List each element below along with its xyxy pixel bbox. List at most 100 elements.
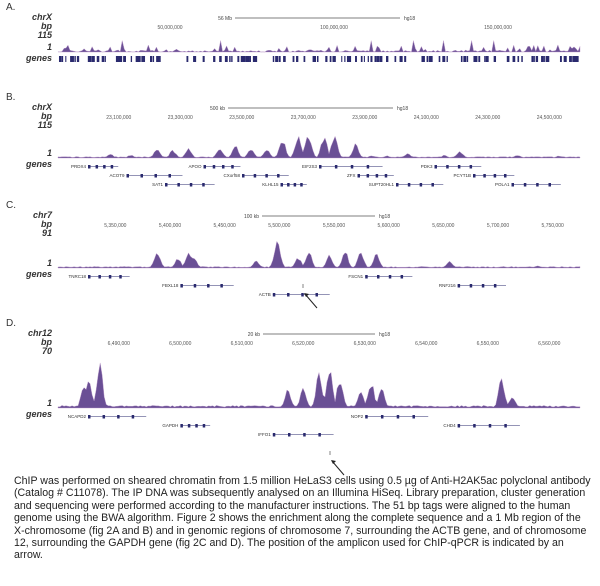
gene-exon <box>180 284 183 288</box>
gene-exon <box>431 183 434 187</box>
gene-mark <box>404 56 407 62</box>
gene-mark <box>374 56 377 62</box>
gene-name: FSCN1 <box>348 274 363 279</box>
gene-exon <box>446 165 449 169</box>
gene-mark <box>130 56 133 62</box>
gene-exon <box>207 284 210 288</box>
gene-name: EIF2S3 <box>302 164 318 169</box>
gene-name: GAPDH <box>162 423 178 428</box>
gene-name: ACOT9 <box>109 173 125 178</box>
tick-label: 6,550,000 <box>477 341 499 347</box>
gene-exon <box>287 183 290 187</box>
gene-mark <box>399 56 402 62</box>
tick-label: 6,520,000 <box>292 341 314 347</box>
assembly-label: hg18 <box>379 332 390 338</box>
tick-label: 23,300,000 <box>168 115 193 121</box>
gene-exon <box>231 165 234 169</box>
gene-mark <box>341 56 343 62</box>
gene-exon <box>277 174 280 178</box>
gene-mark <box>575 56 579 62</box>
gene-mark <box>150 56 153 62</box>
gene-exon <box>88 275 91 279</box>
ymax-label: 91 <box>42 228 52 238</box>
gene-exon <box>272 433 276 437</box>
gene-mark <box>465 56 467 62</box>
tick-label: 6,490,000 <box>108 341 130 347</box>
tick-label: 23,100,000 <box>106 115 131 121</box>
gene-exon <box>493 284 497 288</box>
panel-label: C. <box>6 200 16 211</box>
gene-mark <box>242 56 245 62</box>
gene-mark <box>74 56 76 62</box>
gene-exon <box>180 424 183 428</box>
gene-exon <box>357 174 360 178</box>
gene-exon <box>189 183 193 187</box>
tick-label: 5,750,000 <box>542 223 564 229</box>
figure-caption: ChIP was performed on sheared chromatin … <box>14 475 591 562</box>
gene-exon <box>488 424 492 428</box>
gene-exon <box>483 174 486 178</box>
gene-mark <box>193 56 197 62</box>
gene-name: NOP2 <box>351 414 364 419</box>
gene-mark <box>493 56 497 62</box>
gene-mark <box>348 56 352 62</box>
gene-mark <box>485 56 489 62</box>
gene-exon <box>434 165 437 169</box>
gene-exon <box>523 183 527 187</box>
gene-exon <box>265 174 268 178</box>
gene-mark <box>118 56 121 62</box>
panel-label: A. <box>6 2 16 13</box>
gene-mark <box>70 56 73 62</box>
gene-mark <box>71 56 74 62</box>
gene-mark <box>512 56 515 62</box>
tick-label: 5,350,000 <box>104 223 126 229</box>
gene-mark <box>186 56 189 62</box>
gene-mark <box>363 56 365 62</box>
tick-label: 5,700,000 <box>487 223 509 229</box>
gene-exon <box>412 415 415 419</box>
gene-mark <box>574 56 577 62</box>
gene-mark <box>255 56 258 62</box>
gene-mark <box>370 56 373 62</box>
gene-mark <box>473 56 476 62</box>
ymax-label: 70 <box>42 346 52 356</box>
gene-exon <box>511 183 514 187</box>
gene-mark <box>303 56 306 62</box>
gene-mark <box>543 56 545 62</box>
gene-mark <box>102 56 105 62</box>
gene-mark <box>237 56 240 62</box>
assembly-label: hg18 <box>397 106 408 112</box>
tick-label: 23,500,000 <box>229 115 254 121</box>
gene-mark <box>521 56 523 62</box>
gene-exon <box>301 293 304 297</box>
arrow-icon <box>331 460 345 476</box>
gene-exon <box>318 433 321 437</box>
panel-label: B. <box>6 92 16 103</box>
scale-label: 56 Mb <box>218 16 232 22</box>
gene-mark <box>202 56 205 62</box>
gene-exon <box>380 415 384 419</box>
gene-exon <box>88 165 91 169</box>
gene-exon <box>536 183 539 187</box>
gene-exon <box>396 183 399 187</box>
gene-mark <box>546 56 550 62</box>
gene-exon <box>350 165 354 169</box>
unit-label: bp <box>41 219 52 229</box>
signal-area <box>57 240 581 269</box>
gene-name: CHD4 <box>443 423 456 428</box>
gene-exon <box>287 433 291 437</box>
gene-mark <box>484 56 486 62</box>
gene-exon <box>315 293 318 297</box>
gene-mark <box>569 56 572 62</box>
gene-exon <box>212 165 216 169</box>
tick-label: 24,500,000 <box>537 115 562 121</box>
gene-name: POLA1 <box>495 182 510 187</box>
gene-mark <box>96 56 100 62</box>
gene-mark <box>531 56 534 62</box>
gene-name: IFFO1 <box>258 432 271 437</box>
gene-mark <box>249 56 251 62</box>
gene-mark <box>272 56 275 62</box>
